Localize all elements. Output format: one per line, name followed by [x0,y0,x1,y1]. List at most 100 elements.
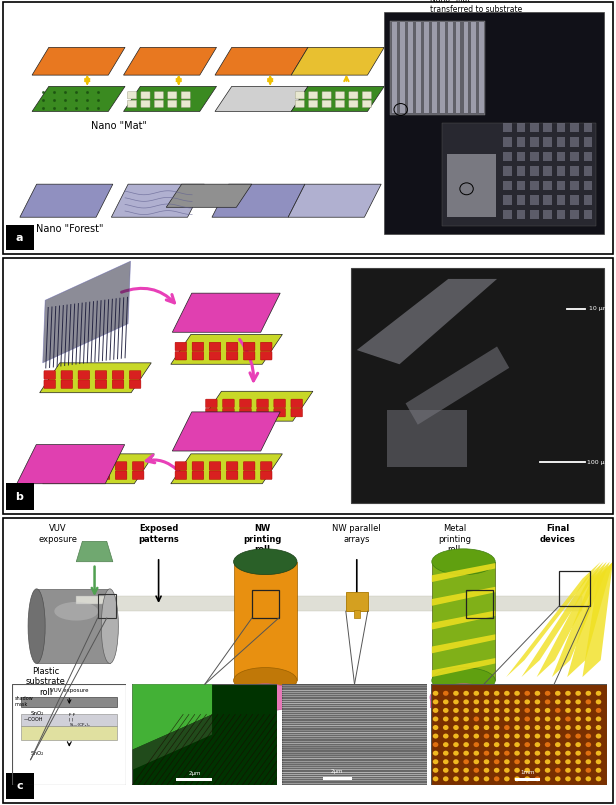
FancyBboxPatch shape [61,370,73,379]
Ellipse shape [463,700,469,704]
Bar [583,122,592,132]
Polygon shape [171,454,282,484]
Ellipse shape [555,768,561,773]
Ellipse shape [575,716,581,721]
Ellipse shape [586,742,591,747]
Bar [323,777,352,780]
Text: Nano "Forest"
transferred to substrate: Nano "Forest" transferred to substrate [460,178,553,197]
Text: Nano "Forest": Nano "Forest" [36,224,104,233]
FancyBboxPatch shape [209,342,221,351]
Bar [97,594,116,618]
Ellipse shape [555,776,561,782]
Ellipse shape [535,768,540,773]
Bar [570,152,579,161]
FancyBboxPatch shape [128,101,137,108]
Polygon shape [166,184,252,208]
Ellipse shape [555,750,561,756]
Ellipse shape [535,691,540,696]
Text: a: a [16,233,23,243]
Bar [570,122,579,132]
Ellipse shape [474,759,479,764]
Ellipse shape [463,708,469,713]
FancyBboxPatch shape [261,471,272,480]
Ellipse shape [494,716,500,721]
Ellipse shape [443,759,448,764]
FancyBboxPatch shape [175,342,187,351]
Ellipse shape [575,750,581,756]
Polygon shape [215,47,308,75]
Bar [22,726,117,740]
Text: Metal
printing
roll: Metal printing roll [438,524,471,554]
Ellipse shape [474,776,479,782]
FancyBboxPatch shape [132,462,144,470]
Ellipse shape [586,759,591,764]
Bar [530,152,538,161]
Bar [503,137,512,147]
Bar [583,210,592,219]
Bar [503,210,512,219]
Bar [559,571,590,606]
Bar [351,268,604,503]
Bar [557,122,565,132]
Ellipse shape [443,733,448,739]
Ellipse shape [575,691,581,696]
Polygon shape [201,391,313,421]
Bar [432,23,437,114]
Ellipse shape [443,725,448,730]
Bar [517,167,525,175]
Bar [517,196,525,204]
Bar [543,196,552,204]
Ellipse shape [535,708,540,713]
Ellipse shape [514,700,520,704]
Ellipse shape [504,716,509,721]
Ellipse shape [535,716,540,721]
Ellipse shape [586,733,591,739]
Polygon shape [288,184,381,217]
Bar [583,137,592,147]
Ellipse shape [443,750,448,756]
FancyBboxPatch shape [291,408,302,417]
Ellipse shape [565,759,571,764]
Text: —COOH: —COOH [24,717,43,722]
Ellipse shape [484,716,489,721]
Ellipse shape [432,667,495,693]
Ellipse shape [565,716,571,721]
Ellipse shape [494,768,500,773]
Bar [232,697,299,708]
Ellipse shape [596,716,601,721]
FancyBboxPatch shape [274,408,285,417]
FancyBboxPatch shape [141,101,150,108]
Ellipse shape [504,759,509,764]
Text: SnO₂: SnO₂ [31,711,44,716]
Ellipse shape [524,768,530,773]
Ellipse shape [545,733,551,739]
Text: c: c [16,782,23,791]
Ellipse shape [453,716,459,721]
FancyBboxPatch shape [64,471,76,480]
Polygon shape [432,587,495,606]
Text: Plastic
substrate
roll: Plastic substrate roll [26,667,66,696]
Ellipse shape [586,691,591,696]
Bar [416,23,421,114]
FancyBboxPatch shape [291,399,302,407]
Bar [570,196,579,204]
Polygon shape [432,563,495,582]
FancyBboxPatch shape [47,462,59,470]
Bar [471,23,476,114]
Ellipse shape [575,742,581,747]
Bar [503,167,512,175]
Ellipse shape [545,768,551,773]
Polygon shape [43,261,131,363]
Ellipse shape [555,708,561,713]
FancyBboxPatch shape [322,101,331,108]
FancyBboxPatch shape [240,408,251,417]
Ellipse shape [443,691,448,696]
Ellipse shape [596,708,601,713]
Ellipse shape [545,742,551,747]
Text: SnO₂: SnO₂ [31,751,44,756]
Ellipse shape [565,742,571,747]
Bar [543,122,552,132]
FancyBboxPatch shape [61,380,73,389]
Bar [557,210,565,219]
Polygon shape [291,47,384,75]
